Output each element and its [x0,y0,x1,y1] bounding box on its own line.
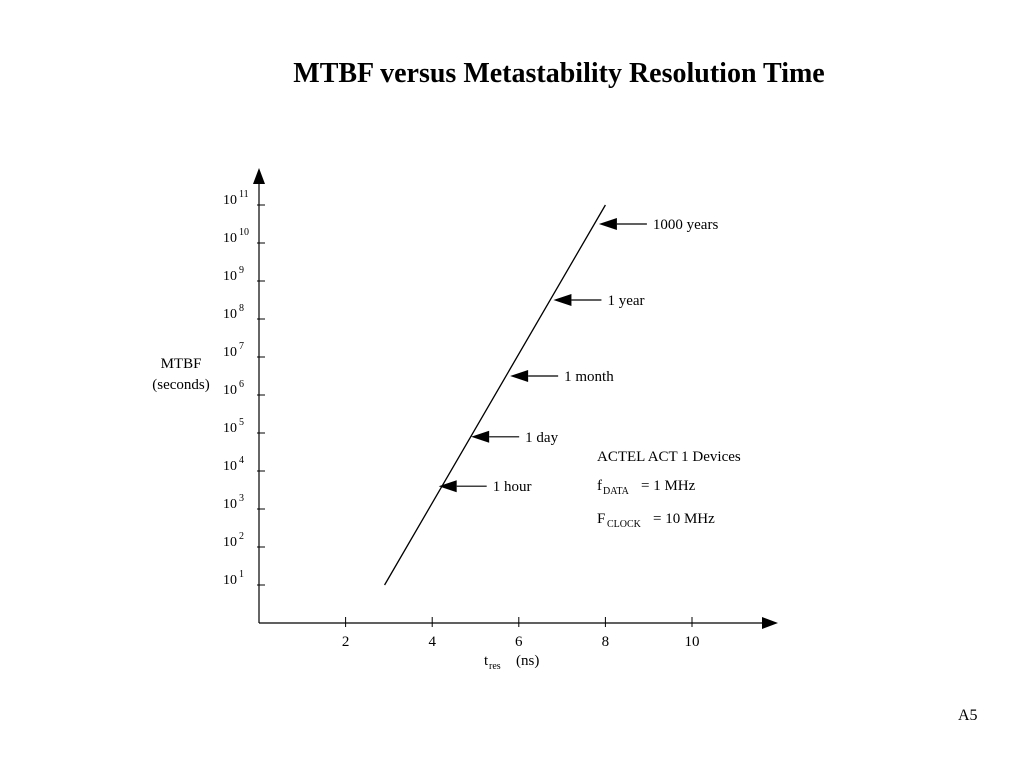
y-tick-label: 10 [223,383,237,398]
y-tick-label: 10 [223,535,237,550]
annotation-label: 1 month [564,369,614,385]
annotation-arrowhead [471,430,490,443]
x-axis-arrowhead [762,617,778,629]
annotation-arrowhead [553,294,572,306]
x-tick-label: 6 [515,634,523,650]
y-tick-exponent: 7 [239,341,244,352]
annotation-label: 1 hour [493,479,532,495]
annotation-arrowhead [510,370,529,382]
annotation-label: 1 year [607,293,644,309]
annotation-label: 1000 years [653,217,719,233]
annotation-layer: 1000 years 1 year 1 month 1 day 1 hour [438,217,719,495]
x-axis-ticks: 2 4 6 8 10 [342,617,700,650]
y-tick-exponent: 1 [239,569,244,580]
info-line2-value: = 10 MHz [653,511,715,527]
annotation: 1 month [510,369,614,385]
x-tick-label: 10 [685,634,700,650]
x-tick-label: 2 [342,634,350,650]
y-axis-label-line1: MTBF [161,356,202,372]
info-heading: ACTEL ACT 1 Devices [597,449,741,465]
y-tick-exponent: 11 [239,189,249,200]
info-line2-sub: CLOCK [607,519,642,530]
y-tick-exponent: 9 [239,265,244,276]
annotation: 1000 years [598,217,719,233]
annotation-label: 1 day [525,430,558,446]
y-axis-label-line2: (seconds) [152,377,209,393]
y-tick-label: 10 [223,307,237,322]
y-tick-label: 10 [223,269,237,284]
annotation-arrowhead [438,480,457,493]
x-axis-label: t res (ns) [484,653,539,672]
y-tick-exponent: 8 [239,303,244,314]
annotation: 1 hour [438,479,532,495]
y-tick-exponent: 2 [239,531,244,542]
info-line1-value: = 1 MHz [641,478,696,494]
y-axis-arrowhead [253,168,265,184]
annotation-arrowhead [598,218,617,230]
y-tick-exponent: 3 [239,493,244,504]
x-axis-label-sub: res [489,661,501,672]
y-tick-label: 10 [223,459,237,474]
y-tick-exponent: 5 [239,417,244,428]
annotation: 1 year [553,293,645,309]
y-tick-label: 10 [223,573,237,588]
y-tick-label: 10 [223,497,237,512]
chart-title: MTBF versus Metastability Resolution Tim… [293,58,825,89]
x-axis-label-unit: (ns) [516,653,539,669]
x-axis-label-main: t [484,653,489,669]
y-tick-label: 10 [223,421,237,436]
x-tick-label: 8 [602,634,610,650]
y-tick-label: 10 [223,193,237,208]
mtbf-series-line [384,204,606,586]
info-line2-main: F [597,511,605,527]
page-number: A5 [958,707,978,724]
annotation: 1 day [471,430,559,446]
series-layer [384,204,606,586]
info-box: ACTEL ACT 1 Devices f DATA = 1 MHz F CLO… [597,449,741,530]
y-tick-exponent: 4 [239,455,244,466]
x-tick-label: 4 [428,634,436,650]
axes [253,168,778,629]
y-tick-exponent: 10 [239,227,249,238]
y-tick-label: 10 [223,345,237,360]
info-line1-sub: DATA [603,486,630,497]
info-line1-main: f [597,478,602,494]
y-tick-label: 10 [223,231,237,246]
y-tick-exponent: 6 [239,379,244,390]
